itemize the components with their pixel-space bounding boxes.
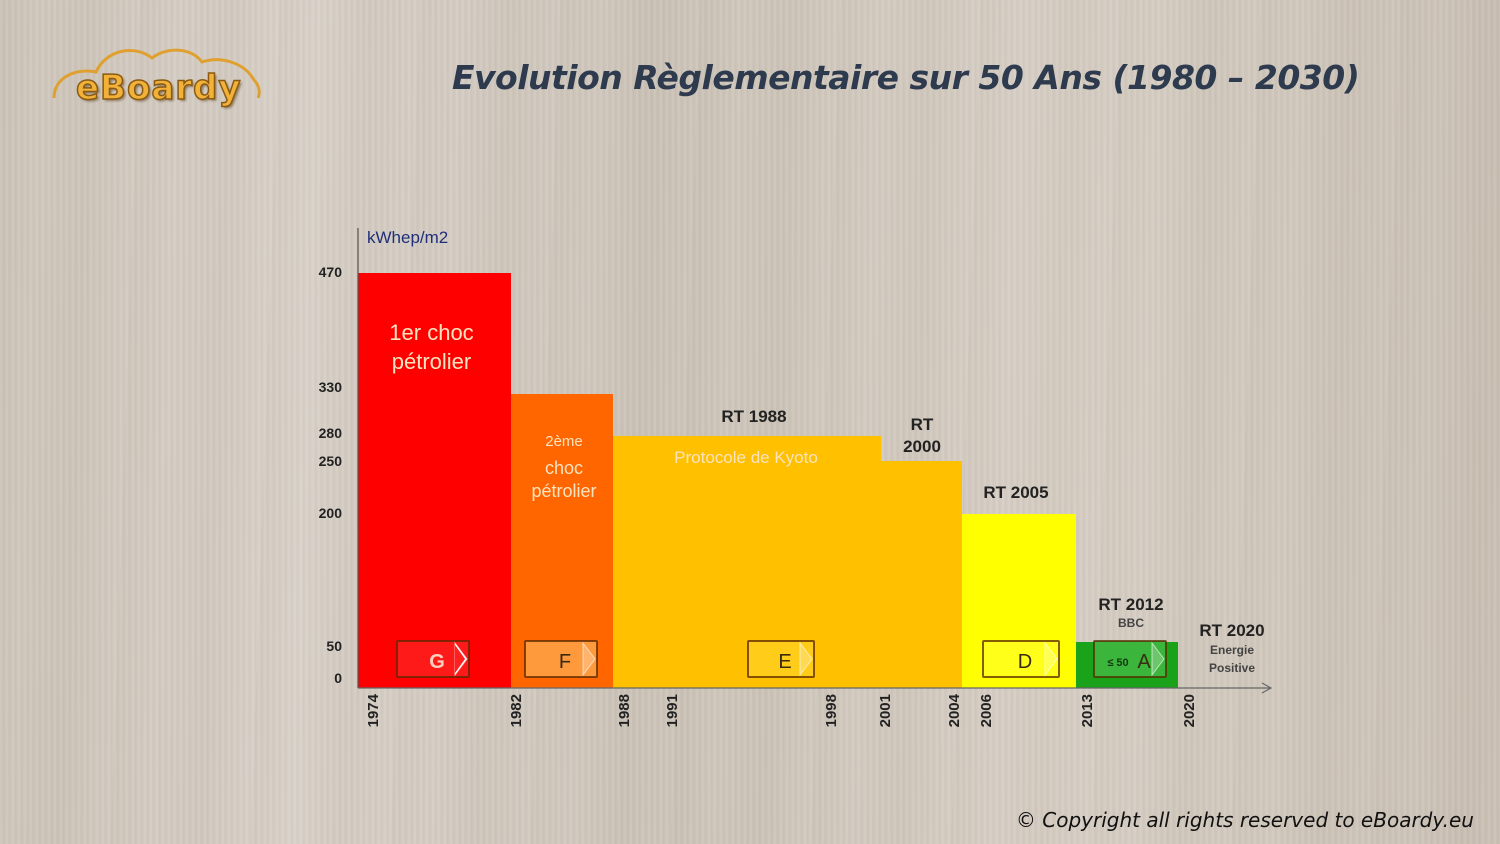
- x-tick-label: 2004: [946, 693, 963, 727]
- x-tick-label: 2001: [877, 694, 894, 727]
- x-tick-label: 1988: [616, 694, 633, 727]
- logo-text: eBoardy: [75, 67, 242, 109]
- x-tick-label: 2013: [1079, 694, 1096, 727]
- bar-note-line3: pétrolier: [531, 481, 596, 501]
- badge-arrow-icon: [1044, 641, 1058, 677]
- x-tick-label: 2020: [1181, 694, 1198, 727]
- eboardy-logo: eBoardy: [48, 36, 263, 116]
- energy-badge-e: E: [747, 640, 815, 678]
- annotation-rt-1988: RT 1988: [721, 407, 786, 426]
- y-tick-label: 0: [334, 670, 342, 686]
- badge-arrow-icon: [582, 641, 596, 677]
- energy-badge-a: ≤ 50 A: [1093, 640, 1167, 678]
- y-axis-label: kWhep/m2: [367, 228, 448, 247]
- bar-note-line2: pétrolier: [392, 349, 471, 374]
- energy-badge-d: D: [982, 640, 1060, 678]
- badge-arrow-icon: [1151, 641, 1165, 677]
- annotation-rt-2012-sub: BBC: [1118, 616, 1144, 630]
- badge-arrow-icon: [799, 641, 813, 677]
- x-tick-label: 2006: [978, 694, 995, 727]
- annotation-rt-2005: RT 2005: [983, 483, 1048, 502]
- bar-note-line1: 1er choc: [389, 320, 473, 345]
- x-tick-label: 1991: [664, 694, 681, 727]
- x-axis-arrow-icon: [1261, 682, 1273, 694]
- annotation-rt-2000-line1: RT: [911, 415, 934, 434]
- annotation-rt-2020: RT 2020: [1199, 621, 1264, 640]
- badge-prefix: ≤ 50: [1107, 657, 1128, 669]
- annotation-rt-2012: RT 2012: [1098, 595, 1163, 614]
- annotation-rt-2000-line2: 2000: [903, 437, 941, 456]
- badge-letter: G: [429, 651, 445, 673]
- x-tick-label: 1998: [823, 694, 840, 727]
- energy-badge-g: G: [396, 640, 470, 678]
- y-tick-label: 200: [319, 505, 343, 521]
- y-tick-label: 50: [326, 638, 342, 654]
- energy-badge-f: F: [524, 640, 598, 678]
- bar-note-kyoto: Protocole de Kyoto: [674, 448, 818, 467]
- y-tick-label: 280: [319, 425, 343, 441]
- bar-2001-2006: [881, 461, 962, 688]
- bar-1982-1988: [511, 394, 613, 688]
- page-title: Evolution Règlementaire sur 50 Ans (1980…: [452, 58, 1360, 97]
- y-tick-label: 250: [319, 453, 343, 469]
- annotation-rt-2020-sub2: Positive: [1209, 661, 1255, 675]
- copyright-notice: © Copyright all rights reserved to eBoar…: [1015, 808, 1474, 832]
- annotation-rt-2020-sub1: Energie: [1210, 643, 1254, 657]
- bar-note-line2: choc: [545, 458, 583, 478]
- badge-letter: F: [559, 651, 571, 673]
- badge-letter: E: [778, 651, 791, 673]
- y-tick-label: 330: [319, 379, 343, 395]
- bar-note-line1: 2ème: [545, 433, 583, 450]
- cloud-icon: [52, 48, 261, 99]
- badge-letter: A: [1137, 651, 1151, 673]
- bar-1974-1982: [358, 273, 511, 688]
- x-tick-label: 1982: [508, 694, 525, 727]
- badge-letter: D: [1018, 651, 1032, 673]
- y-tick-label: 470: [319, 264, 343, 280]
- x-tick-label: 1974: [365, 693, 382, 727]
